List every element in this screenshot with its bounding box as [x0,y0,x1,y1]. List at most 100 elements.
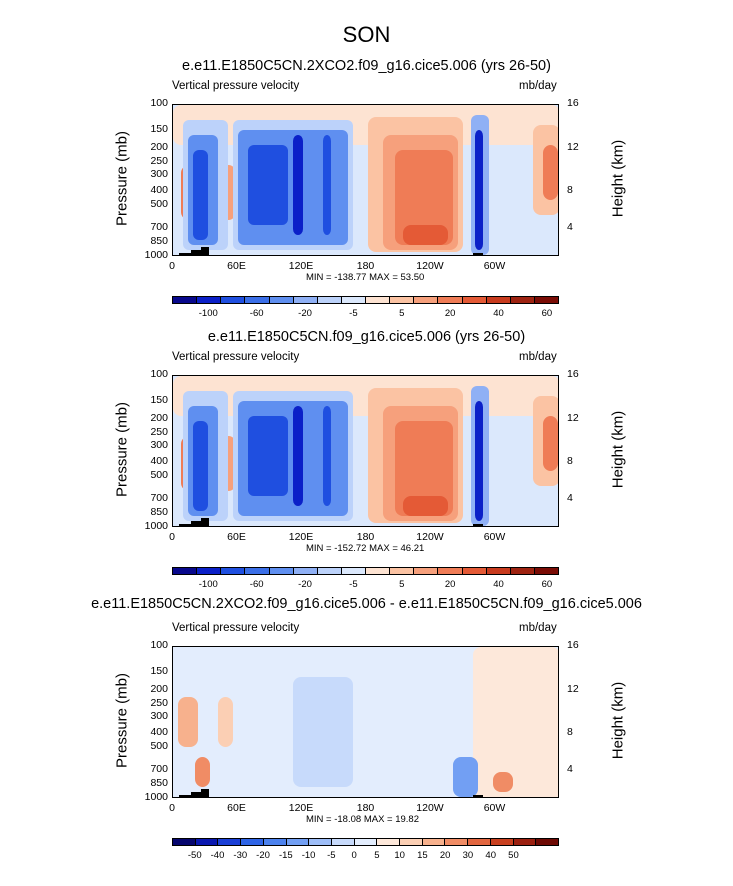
colorbar-swatch [195,839,219,845]
y-tick-label: 250 [150,155,168,167]
x-tick-label: 60W [483,531,506,543]
x-tick-label: 120E [288,260,314,272]
cool-region-6 [293,406,303,506]
min-max-stats: MIN = -138.77 MAX = 53.50 [306,272,425,283]
colorbar-label: -20 [256,850,270,861]
colorbar-swatch [536,839,558,845]
panel-title: e.e11.E1850C5CN.2XCO2.f09_g16.cice5.006 … [182,58,551,74]
colorbar-swatch [490,839,514,845]
topography-2 [201,518,209,526]
colorbar-swatch [221,568,246,574]
y-tick-label: 700 [150,221,168,233]
colorbar-swatch [510,568,535,574]
x-tick-label: 180 [356,260,375,272]
colorbar-label: -20 [298,308,312,319]
colorbar-label: 15 [417,850,428,861]
warm-region-2 [178,697,198,747]
y-tick-label: 700 [150,763,168,775]
x-tick-label: 120W [416,260,444,272]
panel-title: e.e11.E1850C5CN.2XCO2.f09_g16.cice5.006 … [91,596,642,612]
colorbar-swatch [438,568,463,574]
colorbar [172,567,559,575]
warm-region-4 [403,225,448,245]
x-tick-label: 60W [483,802,506,814]
contour-field [173,647,558,797]
x-tick-label: 120W [416,531,444,543]
height-tick-label: 4 [567,492,573,504]
colorbar-label: -5 [327,850,336,861]
colorbar-label: -100 [198,308,218,319]
colorbar-swatch [341,568,366,574]
variable-label: Vertical pressure velocity [172,622,300,634]
colorbar-swatch [486,568,511,574]
height-tick-label: 12 [567,412,579,424]
warm-region-0 [173,376,558,416]
colorbar-label: 50 [508,850,519,861]
colorbar-swatch [263,839,287,845]
colorbar-swatch [462,568,487,574]
y-tick-label: 1000 [144,520,168,532]
height-tick-label: 16 [567,639,579,651]
x-tick-label: 0 [169,802,175,814]
colorbar-swatch [486,297,511,303]
colorbar-swatch [245,568,270,574]
colorbar-swatch [354,839,378,845]
cool-region-4 [293,677,353,787]
y-tick-label: 500 [150,469,168,481]
warm-region-6 [543,416,558,471]
y-tick-label: 700 [150,492,168,504]
cool-region-9 [475,401,483,521]
colorbar-swatch [309,839,332,845]
colorbar-label: 60 [541,579,553,590]
topography-2 [201,789,209,797]
units-label: mb/day [519,622,557,634]
colorbar-label: 60 [541,308,553,319]
warm-region-6 [493,772,513,792]
colorbar-swatch [218,839,242,845]
colorbar-swatch [173,297,198,303]
colorbar-swatch [462,297,487,303]
cool-region-2 [193,150,208,240]
x-tick-label: 60E [227,531,246,543]
y-tick-label: 300 [150,710,168,722]
cool-region-7 [323,135,331,235]
y-tick-label: 150 [150,665,168,677]
height-axis-title: Height (km) [609,681,627,760]
height-tick-label: 4 [567,763,573,775]
x-tick-label: 180 [356,802,375,814]
units-label: mb/day [519,80,557,92]
height-axis-title: Height (km) [609,139,627,218]
warm-region-3 [395,421,453,516]
cool-region-9 [475,130,483,250]
min-max-stats: MIN = -152.72 MAX = 46.21 [306,543,425,554]
colorbar-swatch [400,839,423,845]
colorbar-swatch [468,839,491,845]
colorbar-label: 5 [399,308,405,319]
y-tick-label: 200 [150,412,168,424]
warm-region-4 [403,496,448,516]
x-tick-label: 120E [288,802,314,814]
colorbar-swatch [534,568,558,574]
colorbar-swatch [269,297,294,303]
height-tick-label: 8 [567,455,573,467]
colorbar-swatch [197,297,222,303]
y-tick-label: 250 [150,426,168,438]
colorbar-label: 20 [439,850,451,861]
y-tick-label: 250 [150,697,168,709]
height-tick-label: 12 [567,141,579,153]
y-tick-label: 500 [150,740,168,752]
figure-title: SON [342,22,391,47]
y-tick-label: 100 [150,639,168,651]
colorbar-swatch [197,568,222,574]
warm-region-0 [173,105,558,145]
y-tick-label: 850 [150,777,168,789]
colorbar-swatch [366,297,391,303]
topography-1 [191,792,206,797]
y-tick-label: 150 [150,394,168,406]
min-max-stats: MIN = -18.08 MAX = 19.82 [306,814,420,825]
topography-3 [473,253,483,255]
colorbar-label: 10 [394,850,405,861]
y-tick-label: 100 [150,368,168,380]
height-tick-label: 8 [567,726,573,738]
warm-region-3 [395,150,453,245]
